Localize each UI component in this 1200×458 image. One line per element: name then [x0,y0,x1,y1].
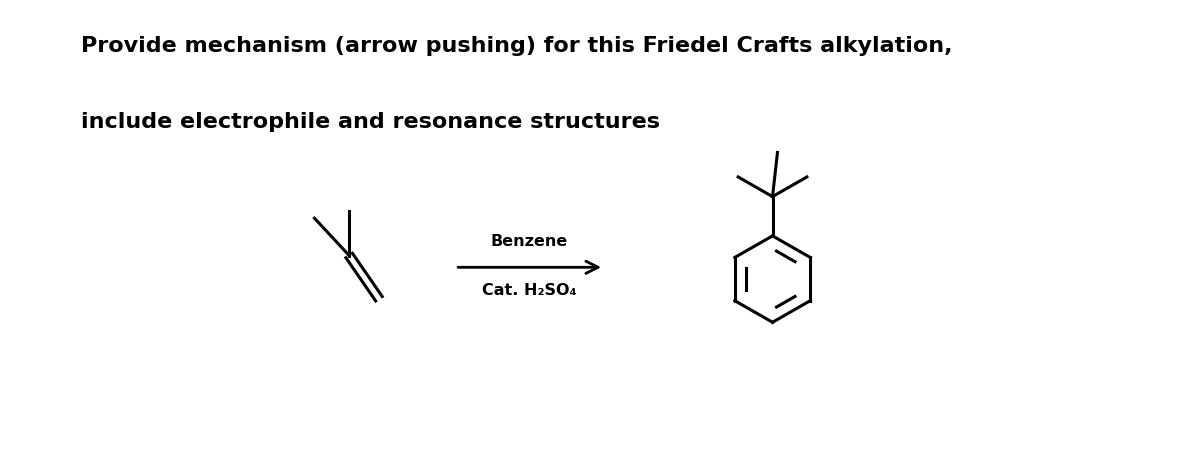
Text: Cat. H₂SO₄: Cat. H₂SO₄ [482,283,577,298]
Text: Provide mechanism (arrow pushing) for this Friedel Crafts alkylation,: Provide mechanism (arrow pushing) for th… [82,36,953,55]
Text: include electrophile and resonance structures: include electrophile and resonance struc… [82,112,660,132]
Text: Benzene: Benzene [491,234,569,249]
